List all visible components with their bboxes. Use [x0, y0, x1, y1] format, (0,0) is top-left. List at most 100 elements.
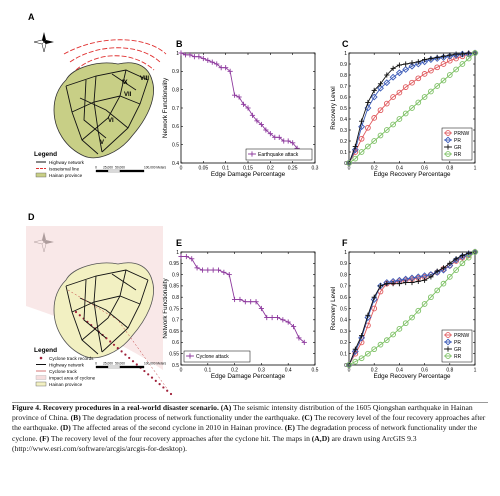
- data-point: [383, 79, 391, 87]
- data-point: [446, 274, 453, 280]
- marker-circle: [377, 107, 384, 114]
- marker-circle: [371, 305, 378, 312]
- marker-circle: [428, 67, 434, 74]
- scale-segment: [119, 365, 145, 369]
- series-cyclone-attack: [178, 253, 307, 345]
- caption-panel-tag: (B): [70, 413, 81, 423]
- y-tick-label: 0.85: [169, 284, 179, 290]
- data-point: [422, 277, 428, 283]
- y-tick-label: 0.2: [340, 139, 347, 145]
- x-tick-label: 0.6: [421, 166, 428, 172]
- data-point: [402, 320, 409, 327]
- data-point: [396, 116, 403, 122]
- legend-label: PRNW: [454, 333, 470, 339]
- intensity-zone-label: VIII: [140, 76, 149, 82]
- marker-circle: [383, 127, 390, 133]
- x-tick-label: 0.3: [312, 166, 319, 172]
- legend-label: Earthquake attack: [258, 152, 299, 158]
- data-point: [447, 52, 453, 58]
- data-point: [389, 73, 397, 81]
- data-point: [290, 323, 297, 330]
- y-tick-label: 0.8: [340, 272, 347, 278]
- marker-diamond: [364, 314, 372, 321]
- data-point: [196, 54, 202, 60]
- data-point: [365, 99, 371, 106]
- legend-item-label: Hainan province: [49, 382, 83, 387]
- marker-circle: [472, 249, 478, 255]
- y-tick-label: 0.3: [340, 329, 347, 335]
- marker-circle: [446, 274, 453, 280]
- x-tick-label: 1: [474, 368, 477, 374]
- marker-diamond: [389, 73, 397, 81]
- caption-label: Figure 4.: [12, 403, 41, 412]
- highway-road: [65, 269, 149, 287]
- x-tick-label: 0.2: [267, 166, 274, 172]
- legend-label: PRNW: [454, 131, 470, 137]
- legend-item-label: Highway network: [49, 160, 85, 165]
- panel-letter: E: [176, 238, 182, 248]
- data-point: [434, 287, 441, 294]
- data-point: [272, 134, 278, 140]
- isoseismal-line: [63, 39, 167, 55]
- x-tick-label: 0.1: [222, 166, 229, 172]
- data-point: [383, 337, 390, 343]
- marker-diamond: [377, 84, 384, 92]
- data-point: [459, 260, 466, 267]
- data-point: [390, 331, 396, 338]
- marker-circle: [459, 61, 466, 67]
- data-point: [440, 61, 447, 67]
- data-point: [226, 272, 232, 278]
- data-point: [428, 67, 434, 74]
- y-axis-label: Recovery Level: [330, 86, 337, 129]
- track-record-dot: [135, 363, 138, 366]
- data-point: [421, 94, 428, 100]
- y-tick-label: 0.65: [169, 329, 179, 335]
- caption-panel-text: The degradation process of network funct…: [12, 423, 477, 443]
- y-tick-label: 0.7: [172, 318, 179, 324]
- data-point: [434, 64, 441, 71]
- compass-east: [44, 40, 54, 44]
- figure: B 0 0.05 0.1 0.15 0.2 0.25 0.3 0.4 0.5 0.6 0.7 0.8 0.…: [26, 12, 479, 396]
- highway-road: [111, 273, 137, 291]
- data-point: [415, 99, 422, 106]
- marker-diamond: [444, 136, 452, 144]
- marker-circle: [459, 260, 466, 267]
- marker-circle: [409, 79, 415, 86]
- isoseismal-lines: [63, 39, 167, 71]
- data-point: [371, 294, 377, 300]
- y-tick-label: 0.3: [340, 128, 347, 134]
- marker-circle: [365, 143, 371, 150]
- data-point: [434, 54, 440, 60]
- data-point: [440, 53, 447, 59]
- legend-label: PR: [454, 138, 461, 144]
- data-point: [240, 101, 247, 107]
- data-point: [280, 317, 286, 323]
- legend-swatch-marker: [445, 151, 451, 157]
- track-record-dot: [143, 369, 146, 373]
- y-tick-label: 0.5: [340, 106, 347, 112]
- y-tick-label: 0.7: [172, 106, 179, 112]
- data-point: [370, 296, 378, 303]
- marker-circle: [465, 55, 472, 62]
- marker-circle: [445, 130, 451, 136]
- data-point: [402, 66, 410, 73]
- data-point: [390, 65, 396, 71]
- track-record-dot: [124, 353, 127, 356]
- x-tick-label: 0.4: [396, 166, 403, 172]
- data-point: [359, 333, 365, 339]
- marker-circle: [453, 267, 459, 273]
- data-point: [267, 131, 273, 137]
- data-point: [434, 83, 441, 89]
- marker-diamond: [444, 338, 452, 346]
- data-point: [214, 61, 220, 67]
- y-tick-label: 0.5: [172, 363, 179, 369]
- scale-label: 50,000: [115, 362, 125, 366]
- legend-swatch-marker: [445, 130, 451, 136]
- y-tick-label: 0.4: [340, 318, 347, 324]
- marker-circle: [428, 294, 434, 301]
- series-gr: [346, 50, 478, 166]
- x-axis-label: Edge Damage Percentage: [211, 171, 286, 178]
- legend-swatch-marker: [444, 338, 452, 346]
- intensity-zone-label: V: [100, 140, 104, 146]
- data-point: [358, 135, 365, 142]
